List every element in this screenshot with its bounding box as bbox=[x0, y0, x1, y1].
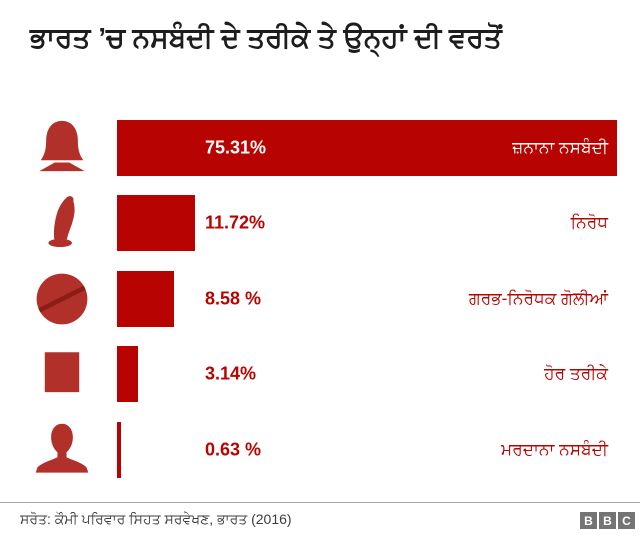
page-title: ਭਾਰਤ ’ਚ ਨਸਬੰਦੀ ਦੇ ਤਰੀਕੇ ਤੇ ਉਨ੍ਹਾਂ ਦੀ ਵਰਤ… bbox=[30, 22, 502, 53]
chart-row-other-methods: 3.14% ਹੋਰ ਤਰੀਕੇ bbox=[0, 337, 640, 413]
bar-category-label: ਹੋਰ ਤਰੀਕੇ bbox=[544, 364, 608, 384]
bar-value: 75.31% bbox=[205, 137, 267, 158]
bar-male-sterilisation bbox=[117, 421, 122, 478]
bar-other-methods bbox=[117, 346, 138, 403]
chart-row-condom: 11.72% ਨਿਰੋਧ bbox=[0, 186, 640, 262]
bar-value: 3.14% bbox=[205, 363, 257, 384]
man-icon bbox=[33, 418, 91, 482]
bar-value: 0.63 % bbox=[205, 439, 262, 460]
chart-row-male-sterilisation: 0.63 % ਮਰਦਾਨਾ ਨਸਬੰਦੀ bbox=[0, 412, 640, 488]
bar-category-label: ਜ਼ਨਾਨਾ ਨਸਬੰਦੀ bbox=[512, 137, 608, 157]
bar-value: 11.72% bbox=[205, 212, 266, 233]
bbc-logo-letter: B bbox=[580, 512, 597, 529]
bbc-logo-letter: C bbox=[618, 512, 635, 529]
square-icon bbox=[33, 342, 91, 406]
bar-female-sterilisation bbox=[117, 119, 617, 176]
chart-row-contraceptive-pills: 8.58 % ਗਰਭ-ਨਿਰੋਧਕ ਗੋਲੀਆਂ bbox=[0, 261, 640, 337]
bar-value: 8.58 % bbox=[205, 288, 262, 309]
condom-icon bbox=[33, 191, 91, 255]
footer-divider bbox=[0, 502, 640, 503]
source-caption: ਸਰੋਤ: ਕੌਮੀ ਪਰਿਵਾਰ ਸਿਹਤ ਸਰਵੇਖਣ, ਭਾਰਤ (201… bbox=[20, 511, 292, 527]
woman-icon bbox=[33, 116, 91, 180]
bar-category-label: ਨਿਰੋਧ bbox=[570, 213, 608, 233]
bar-chart: 75.31% ਜ਼ਨਾਨਾ ਨਸਬੰਦੀ 11.72% ਨਿਰੋਧ 8.58 %… bbox=[0, 110, 640, 488]
bbc-logo: B B C bbox=[580, 512, 635, 529]
bar-category-label: ਗਰਭ-ਨਿਰੋਧਕ ਗੋਲੀਆਂ bbox=[468, 288, 608, 308]
bar-contraceptive-pills bbox=[117, 270, 174, 327]
contraceptive-pill-icon bbox=[33, 267, 91, 331]
bar-category-label: ਮਰਦਾਨਾ ਨਸਬੰਦੀ bbox=[501, 439, 608, 459]
bar-condom bbox=[117, 195, 195, 252]
chart-row-female-sterilisation: 75.31% ਜ਼ਨਾਨਾ ਨਸਬੰਦੀ bbox=[0, 110, 640, 186]
bbc-logo-letter: B bbox=[599, 512, 616, 529]
